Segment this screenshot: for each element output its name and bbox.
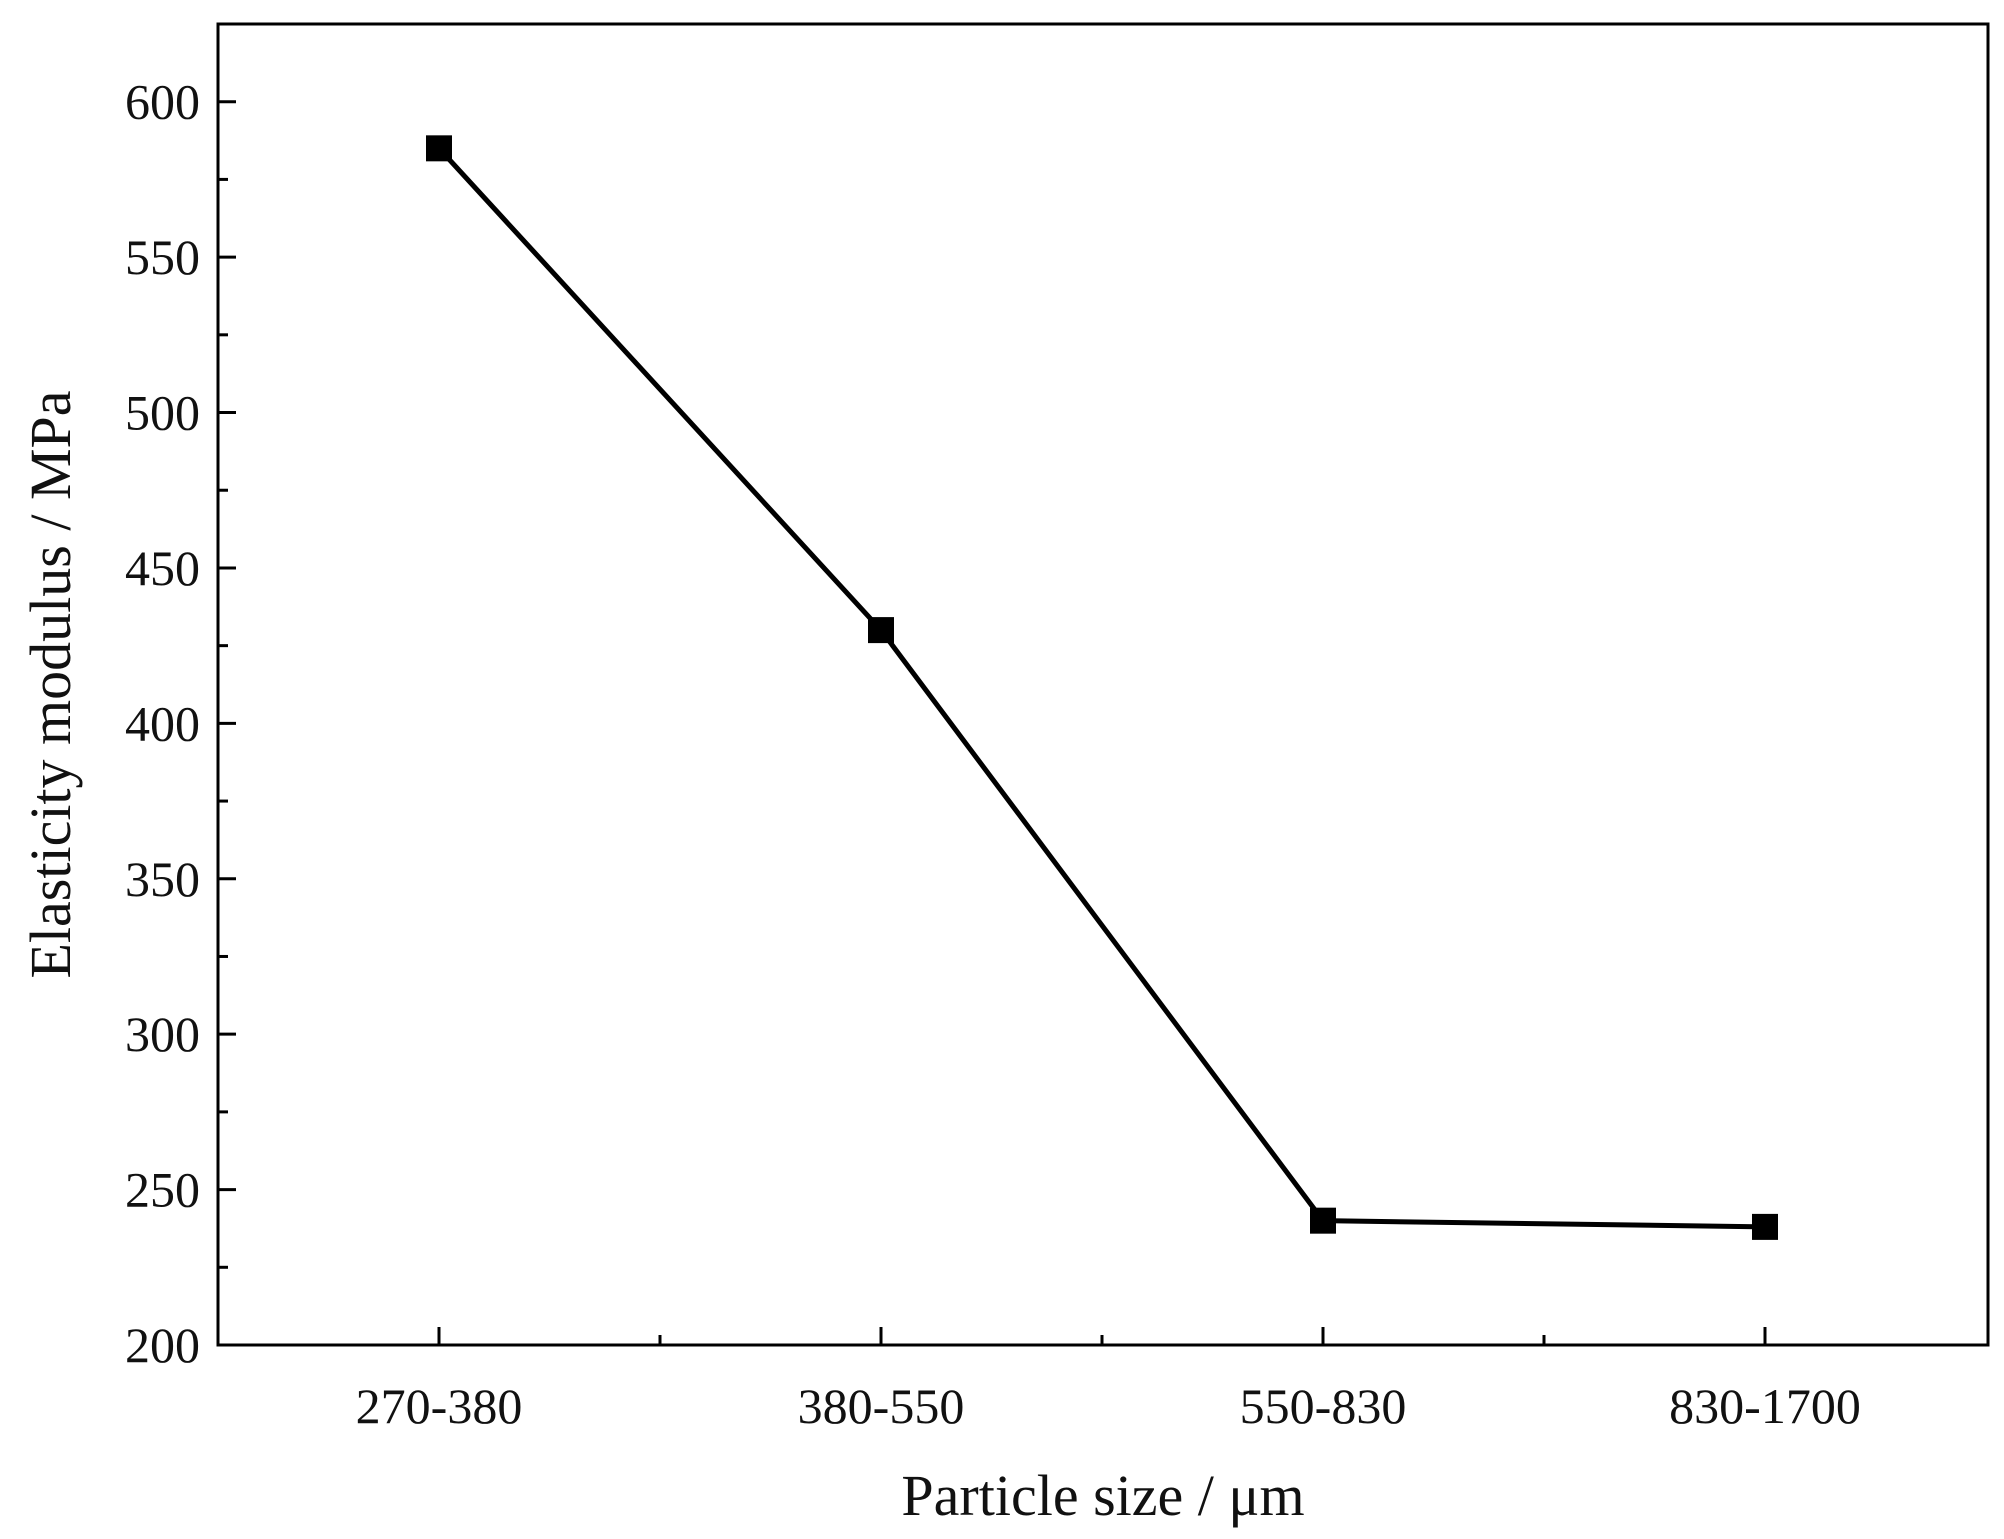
x-tick-label: 550-830: [1240, 1378, 1407, 1434]
y-tick-label: 300: [125, 1006, 200, 1062]
y-axis-title: Elasticity modulus / MPa: [18, 390, 83, 978]
x-axis-ticks: 270-380 380-550 550-830 830-1700: [356, 1327, 1861, 1434]
plot-frame: [216, 22, 1990, 1347]
series-line: [437, 146, 1766, 1230]
data-point: [426, 135, 452, 162]
x-axis-title: Particle size / μm: [901, 1463, 1304, 1528]
data-point: [1310, 1207, 1336, 1234]
y-tick-label: 600: [125, 74, 200, 130]
y-tick-label: 200: [125, 1317, 200, 1373]
x-tick-label: 270-380: [356, 1378, 523, 1434]
x-tick-label: 830-1700: [1669, 1378, 1861, 1434]
y-tick-label: 400: [125, 695, 200, 751]
y-tick-label: 550: [125, 229, 200, 285]
data-point: [868, 617, 894, 644]
y-tick-label: 350: [125, 851, 200, 907]
series: [426, 135, 1778, 1240]
plot-border: [216, 22, 1990, 1347]
y-tick-label: 250: [125, 1162, 200, 1218]
y-axis-ticks: 200 250 300 350 400 450 500 550 600: [125, 22, 236, 1373]
data-point: [1752, 1213, 1778, 1240]
y-tick-label: 450: [125, 540, 200, 596]
y-tick-label: 500: [125, 385, 200, 441]
x-tick-label: 380-550: [798, 1378, 965, 1434]
